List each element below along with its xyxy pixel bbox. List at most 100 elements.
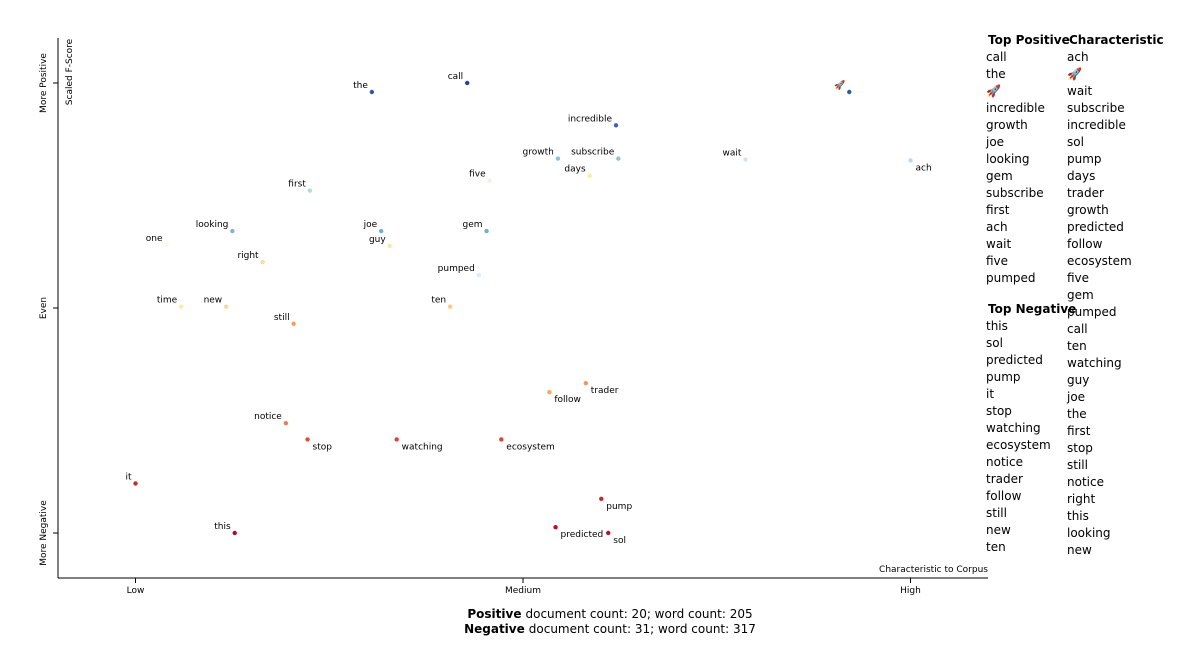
list-title: Top Negative (988, 302, 1076, 316)
point-label: growth (523, 148, 554, 158)
list-item: call (986, 50, 1007, 64)
point (587, 173, 592, 178)
list-item: this (986, 319, 1008, 333)
footer-category: Negative (464, 622, 525, 636)
point (484, 228, 489, 234)
footer-text: document count: 20; word count: 205 (525, 607, 752, 621)
list-item: notice (986, 455, 1023, 469)
point-label: time (157, 296, 178, 306)
list-item: follow (1067, 237, 1103, 251)
point-label: predicted (561, 530, 604, 540)
point (487, 178, 492, 183)
list-item: guy (1067, 373, 1089, 387)
point (465, 80, 470, 86)
list-title: Characteristic (1069, 33, 1164, 47)
point-label: incredible (568, 114, 613, 124)
point-label: looking (196, 220, 229, 230)
point-label: subscribe (571, 148, 615, 158)
point (743, 157, 748, 162)
list-item: ecosystem (1067, 254, 1132, 268)
point-label: still (274, 313, 290, 323)
list-item: growth (1067, 203, 1109, 217)
point (583, 380, 588, 386)
list-item: pump (986, 370, 1021, 384)
list-item: wait (986, 237, 1012, 251)
x-tick-label: Medium (505, 586, 541, 596)
point-label: ten (431, 296, 446, 306)
point-label: the (353, 81, 368, 91)
y-axis-label: Scaled F-Score (65, 38, 75, 105)
point (616, 156, 621, 161)
point-label: wait (723, 149, 742, 159)
point (908, 158, 913, 163)
list-item: first (1067, 424, 1091, 438)
footer-text: document count: 31; word count: 317 (529, 622, 756, 636)
point-label: right (237, 251, 259, 261)
point (606, 530, 611, 536)
list-item: five (986, 254, 1008, 268)
list-item: days (1067, 169, 1095, 183)
point (476, 272, 482, 278)
y-tick-label: More Negative (39, 500, 49, 566)
list-item: looking (1067, 526, 1111, 540)
point-label: pump (606, 502, 632, 512)
point (179, 304, 184, 309)
list-item: sol (1067, 135, 1084, 149)
list-item: new (1067, 543, 1092, 557)
point (387, 243, 392, 249)
point (394, 437, 399, 442)
point (230, 228, 235, 234)
point-label: sol (613, 536, 626, 546)
list-item: 🚀 (1067, 67, 1082, 81)
point (291, 321, 296, 326)
list-item: 🚀 (986, 84, 1001, 98)
point-label: stop (313, 442, 333, 452)
y-tick-label: Even (39, 297, 49, 319)
point-label: first (288, 180, 306, 190)
list-item: joe (985, 135, 1004, 149)
point (133, 481, 138, 486)
list-item: watching (986, 421, 1041, 435)
list-item: subscribe (986, 186, 1044, 200)
list-item: ten (1067, 339, 1087, 353)
point-label: guy (369, 235, 386, 245)
list-item: the (1067, 407, 1087, 421)
point-label: 🚀 (834, 79, 845, 91)
list-item: incredible (1067, 118, 1126, 132)
list-title: Top Positive (988, 33, 1070, 47)
point-label: trader (591, 386, 619, 396)
point (547, 389, 552, 395)
list-item: stop (986, 404, 1012, 418)
list-item: incredible (986, 101, 1045, 115)
point-label: notice (254, 412, 282, 422)
point-label: gem (463, 220, 483, 230)
list-item: predicted (1067, 220, 1124, 234)
point (223, 304, 229, 309)
list-item: five (1067, 271, 1089, 285)
list-item: predicted (986, 353, 1043, 367)
list-item: trader (1067, 186, 1104, 200)
list-item: joe (1066, 390, 1085, 404)
list-item: gem (1067, 288, 1094, 302)
point (613, 123, 619, 128)
list-item: subscribe (1067, 101, 1125, 115)
footer-line: Negative document count: 31; word count: … (464, 622, 756, 636)
footer-category: Positive (467, 607, 521, 621)
list-item: notice (1067, 475, 1104, 489)
point (305, 437, 310, 442)
list-item: growth (986, 118, 1028, 132)
point (307, 188, 313, 193)
list-item: ecosystem (986, 438, 1051, 452)
point (232, 530, 237, 536)
list-item: first (986, 203, 1010, 217)
list-item: ach (986, 220, 1008, 234)
point-label: pumped (438, 264, 475, 274)
x-tick-label: Low (127, 586, 145, 596)
list-item: gem (986, 169, 1013, 183)
list-item: pumped (1067, 305, 1117, 319)
point (447, 304, 453, 309)
point (164, 242, 169, 248)
point-label: days (564, 165, 586, 175)
point-label: one (146, 234, 163, 244)
